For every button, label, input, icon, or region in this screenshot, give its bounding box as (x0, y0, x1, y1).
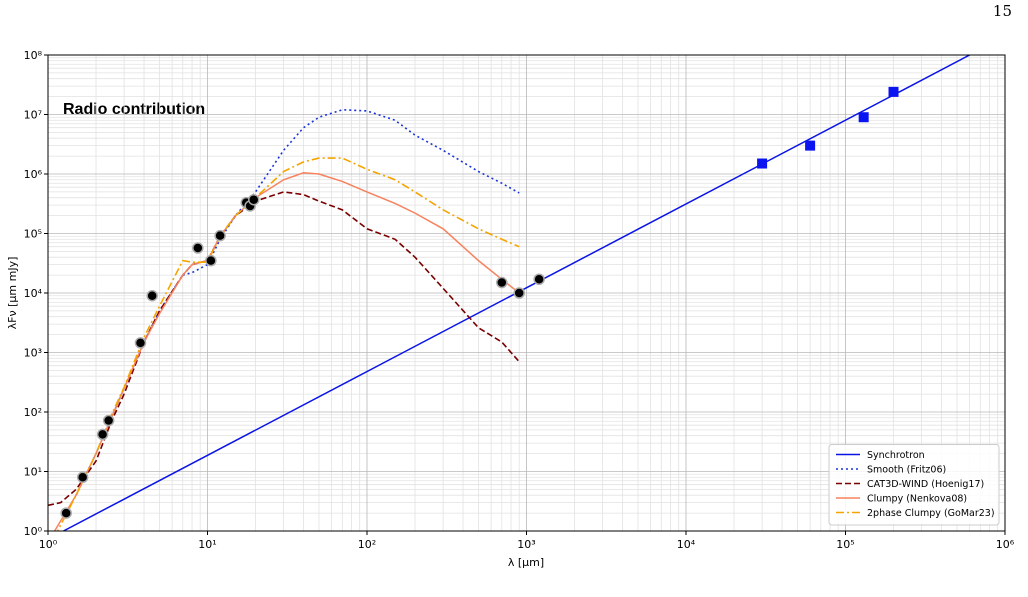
plot-area (48, 55, 970, 531)
x-tick-label: 10⁴ (677, 538, 696, 551)
observed-point (102, 414, 115, 427)
legend-label: CAT3D-WIND (Hoenig17) (867, 479, 984, 490)
plot-frame (47, 54, 1006, 532)
x-tick-label: 10⁶ (996, 538, 1015, 551)
series-line (56, 157, 520, 531)
y-tick-label: 10³ (24, 347, 42, 360)
y-tick-label: 10⁶ (24, 168, 43, 181)
y-tick-label: 10⁴ (24, 287, 43, 300)
y-axis-label: λFν [μm mJy] (6, 257, 19, 330)
observed-point (192, 242, 204, 254)
page-number: 15 (993, 2, 1012, 20)
x-tick-label: 10⁵ (836, 538, 854, 551)
x-axis-label: λ [μm] (508, 556, 544, 569)
y-tick-label: 10⁵ (24, 228, 42, 241)
y-tick-label: 10⁰ (24, 525, 43, 538)
y-tick-label: 10² (24, 406, 42, 419)
y-tick-label: 10⁸ (24, 49, 43, 62)
legend-label: Synchrotron (867, 450, 925, 461)
observed-point (513, 287, 525, 299)
y-tick-label: 10¹ (24, 466, 42, 479)
observed-point (248, 193, 260, 206)
legend-box (828, 444, 1000, 526)
y-tick-label: 10⁷ (24, 109, 42, 122)
observed-point (76, 471, 89, 484)
observed-point (96, 428, 109, 441)
legend-label: 2phase Clumpy (GoMar23) (867, 508, 995, 519)
x-tick-label: 10³ (517, 538, 535, 551)
x-tick-label: 10² (358, 538, 376, 551)
legend-label: Clumpy (Nenkova08) (867, 494, 967, 505)
observed-point (60, 507, 72, 519)
radio-point (858, 112, 869, 123)
observed-point (134, 337, 147, 349)
radio-point (757, 158, 768, 169)
observed-point (496, 276, 508, 289)
observed-point (533, 273, 545, 286)
x-tick-label: 10⁰ (39, 538, 58, 551)
x-tick-label: 10¹ (198, 538, 216, 551)
radio-point (888, 86, 899, 97)
observed-point (146, 289, 158, 302)
annotation: Radio contribution (63, 101, 205, 118)
observed-point (205, 254, 217, 267)
observed-point (214, 229, 226, 242)
radio-point (805, 140, 816, 151)
legend-label: Smooth (Fritz06) (867, 465, 946, 476)
legend: Synchrotron Smooth (Fritz06) CAT3D-WIND (H… (828, 444, 1000, 526)
